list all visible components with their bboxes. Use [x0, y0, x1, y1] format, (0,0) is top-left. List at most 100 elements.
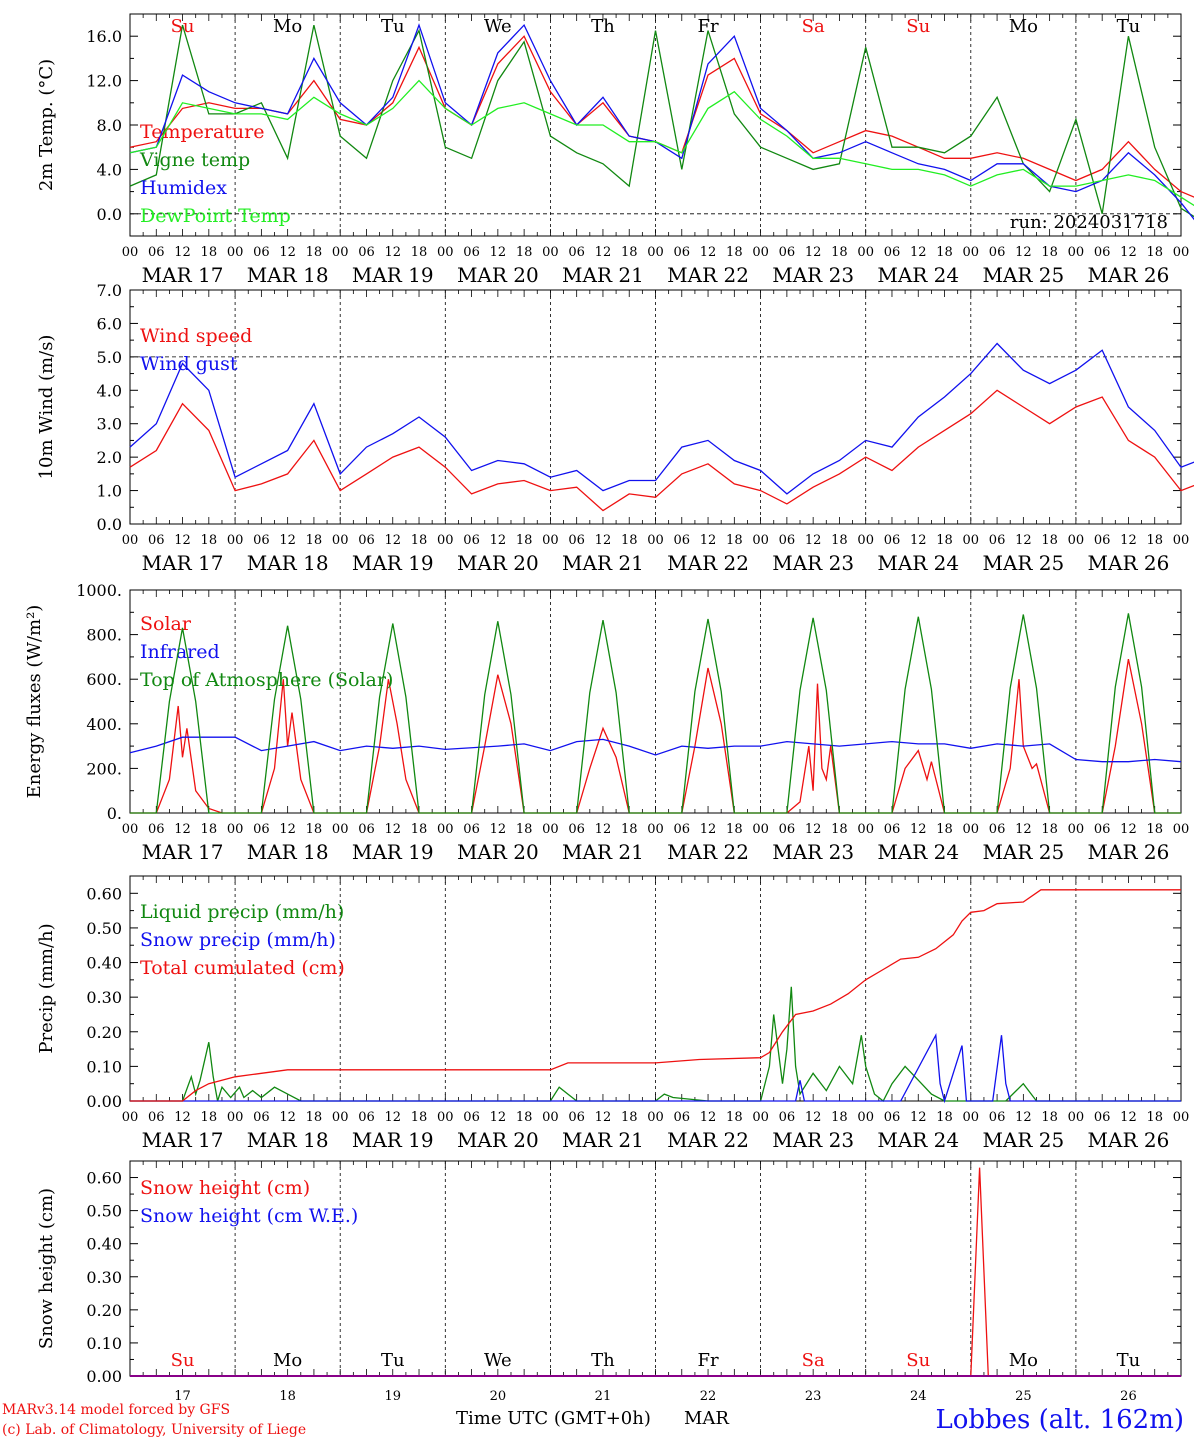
hour-tick-label: 18 — [201, 245, 218, 260]
hour-tick-label: 06 — [779, 822, 796, 837]
hour-tick-label: 00 — [1068, 822, 1085, 837]
weekday-label: Su — [171, 16, 195, 37]
hour-tick-label: 00 — [1068, 1110, 1085, 1125]
hour-tick-label: 18 — [411, 533, 428, 548]
y-tick-label: 7.0 — [97, 281, 122, 300]
hour-tick-label: 06 — [463, 822, 480, 837]
legend-entry: Snow precip (mm/h) — [140, 929, 336, 951]
hour-tick-label: 12 — [279, 533, 296, 548]
y-tick-label: 0. — [107, 804, 122, 823]
y-tick-label: 0.30 — [86, 988, 122, 1007]
day-number-label: 18 — [279, 1389, 296, 1404]
weekday-label: Mo — [1009, 16, 1038, 37]
y-tick-label: 0.60 — [86, 884, 122, 903]
date-label: MAR 21 — [562, 1128, 644, 1152]
hour-tick-label: 18 — [936, 1110, 953, 1125]
weekday-label: Su — [171, 1350, 195, 1371]
hour-tick-label: 12 — [910, 822, 927, 837]
hour-tick-label: 06 — [674, 822, 691, 837]
y-tick-label: 0.20 — [86, 1023, 122, 1042]
hour-tick-label: 12 — [1120, 533, 1137, 548]
day-number-label: 23 — [805, 1389, 822, 1404]
date-label: MAR 23 — [772, 551, 854, 575]
hour-tick-label: 18 — [936, 822, 953, 837]
hour-tick-label: 06 — [568, 245, 585, 260]
hour-tick-label: 00 — [332, 245, 349, 260]
y-tick-label: 0.30 — [86, 1268, 122, 1287]
date-label: MAR 19 — [352, 1128, 434, 1152]
hour-tick-label: 18 — [1041, 1110, 1058, 1125]
hour-tick-label: 12 — [805, 1110, 822, 1125]
hour-tick-label: 12 — [384, 245, 401, 260]
hour-tick-label: 12 — [805, 245, 822, 260]
hour-tick-label: 06 — [779, 1110, 796, 1125]
hour-tick-label: 00 — [752, 533, 769, 548]
hour-tick-label: 12 — [595, 1110, 612, 1125]
hour-tick-label: 00 — [542, 822, 559, 837]
weekday-label: Mo — [273, 16, 302, 37]
hour-tick-label: 18 — [1041, 533, 1058, 548]
hour-tick-label: 18 — [516, 533, 533, 548]
series-line-wind-speed — [129, 389, 1194, 512]
legend-entry: Temperature — [140, 121, 264, 143]
station-name: Lobbes (alt. 162m) — [935, 1405, 1184, 1435]
y-tick-label: 0.50 — [86, 919, 122, 938]
hour-tick-label: 00 — [963, 1110, 980, 1125]
hour-tick-label: 18 — [726, 1110, 743, 1125]
weekday-label: Tu — [1117, 1350, 1141, 1371]
date-label: MAR 18 — [247, 263, 329, 287]
hour-tick-label: 18 — [936, 533, 953, 548]
hour-tick-label: 00 — [857, 1110, 874, 1125]
hour-tick-label: 12 — [279, 245, 296, 260]
series-line-top-of-atmosphere-solar- — [130, 613, 1181, 814]
hour-tick-label: 00 — [647, 822, 664, 837]
date-label: MAR 26 — [1088, 1128, 1170, 1152]
panel-precip: 0.00 0.10 0.20 0.30 0.40 0.50 0.60 Precip (mm/h… — [36, 875, 1189, 1152]
hour-tick-label: 12 — [805, 533, 822, 548]
hour-tick-label: 00 — [122, 822, 139, 837]
hour-tick-label: 18 — [621, 1110, 638, 1125]
panel-temperature: 0.0 4.0 8.0 12.0 16.0 2m Temp. (°C) Temperatur… — [36, 13, 1194, 287]
y-tick-label: 4.0 — [97, 160, 122, 179]
weekday-label: Fr — [698, 16, 719, 37]
hour-tick-label: 00 — [647, 533, 664, 548]
hour-tick-label: 06 — [463, 245, 480, 260]
date-label: MAR 24 — [877, 551, 959, 575]
legend-entry: Snow height (cm) — [140, 1177, 310, 1199]
weekday-label: Mo — [273, 1350, 302, 1371]
hour-tick-label: 06 — [148, 1110, 165, 1125]
date-label: MAR 25 — [982, 1128, 1064, 1152]
plot-frame — [129, 589, 1182, 814]
legend-entry: Wind gust — [140, 353, 238, 375]
hour-tick-label: 18 — [621, 533, 638, 548]
date-label: MAR 24 — [877, 840, 959, 864]
day-number-label: 25 — [1015, 1389, 1032, 1404]
date-label: MAR 17 — [142, 263, 224, 287]
day-number-label: 19 — [384, 1389, 401, 1404]
hour-tick-label: 06 — [148, 245, 165, 260]
legend-entry: DewPoint Temp — [140, 205, 291, 227]
day-number-label: 21 — [595, 1389, 612, 1404]
hour-tick-label: 12 — [384, 1110, 401, 1125]
y-tick-label: 2.0 — [97, 448, 122, 467]
hour-tick-label: 12 — [1015, 533, 1032, 548]
hour-tick-label: 00 — [963, 533, 980, 548]
hour-tick-label: 18 — [516, 1110, 533, 1125]
y-tick-label: 12.0 — [86, 72, 122, 91]
date-label: MAR 24 — [877, 1128, 959, 1152]
hour-tick-label: 06 — [148, 533, 165, 548]
y-tick-label: 0.40 — [86, 954, 122, 973]
panel-energy: 0. 200. 400. 600. 800. 1000. Energy fluxes (W/… — [24, 581, 1189, 864]
hour-tick-label: 00 — [437, 1110, 454, 1125]
weekday-label: Tu — [381, 1350, 405, 1371]
hour-tick-label: 06 — [568, 822, 585, 837]
hour-tick-label: 00 — [752, 1110, 769, 1125]
date-label: MAR 26 — [1088, 551, 1170, 575]
hour-tick-label: 06 — [1094, 533, 1111, 548]
hour-tick-label: 00 — [963, 822, 980, 837]
y-tick-label: 5.0 — [97, 348, 122, 367]
hour-tick-label: 12 — [910, 533, 927, 548]
date-label: MAR 24 — [877, 263, 959, 287]
hour-tick-label: 00 — [227, 1110, 244, 1125]
hour-tick-label: 00 — [542, 533, 559, 548]
